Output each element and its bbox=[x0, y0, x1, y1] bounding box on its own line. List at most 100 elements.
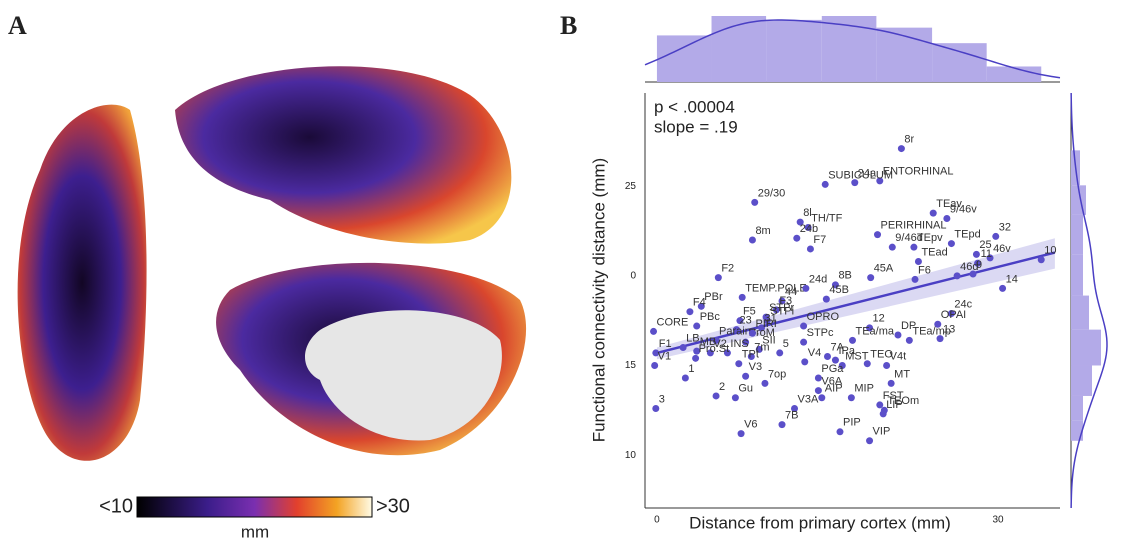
point-label: OPAI bbox=[941, 309, 966, 321]
point bbox=[992, 232, 1000, 240]
point bbox=[712, 336, 720, 344]
point-label: 25 bbox=[979, 239, 991, 251]
point bbox=[800, 322, 808, 330]
point bbox=[914, 258, 922, 266]
point-label: 46v bbox=[993, 243, 1011, 255]
point-label: 1 bbox=[688, 363, 694, 375]
point-label: 2 bbox=[719, 381, 725, 393]
point bbox=[772, 306, 780, 314]
point-label: TEav bbox=[936, 198, 962, 210]
point bbox=[731, 394, 739, 402]
point bbox=[755, 345, 763, 353]
point-label: MB bbox=[700, 336, 717, 348]
point bbox=[972, 250, 980, 258]
point-label: LIP bbox=[886, 399, 903, 411]
point-label: 24d bbox=[809, 273, 827, 285]
colorbar-unit: mm bbox=[241, 522, 269, 541]
medial-wall bbox=[305, 310, 502, 441]
colorbar-max: >30 bbox=[376, 495, 410, 517]
point-label: SII bbox=[762, 334, 775, 346]
point-label: F1 bbox=[659, 338, 672, 350]
point bbox=[849, 336, 856, 344]
point-label: PIP bbox=[843, 417, 861, 429]
point-label: 24b bbox=[800, 223, 818, 235]
point-label: Gu bbox=[738, 383, 753, 395]
point bbox=[801, 358, 809, 366]
point bbox=[712, 392, 720, 400]
point bbox=[806, 245, 814, 253]
point-label: 8r bbox=[904, 133, 914, 145]
point-label: V4 bbox=[808, 347, 821, 359]
point bbox=[953, 272, 961, 280]
point-label: TPt bbox=[742, 349, 759, 361]
y-tick-label: 10 bbox=[625, 450, 637, 461]
point bbox=[693, 347, 701, 355]
hist-bar bbox=[821, 16, 877, 82]
point bbox=[851, 179, 859, 187]
point bbox=[804, 223, 812, 231]
point bbox=[748, 236, 756, 244]
point bbox=[818, 394, 826, 402]
point-label: TH/TF bbox=[811, 212, 842, 224]
point-label: PBc bbox=[700, 311, 721, 323]
point-label: 5 bbox=[783, 338, 789, 350]
point-label: VIP bbox=[873, 426, 891, 438]
annotation: p < .00004 bbox=[654, 97, 735, 116]
point-label: 9/46d bbox=[895, 232, 923, 244]
y-tick-label: 0 bbox=[630, 270, 636, 281]
point bbox=[736, 317, 744, 325]
point-label: SUBICULUM bbox=[828, 169, 893, 181]
point-label: FST bbox=[883, 390, 904, 402]
point-label: 45A bbox=[874, 263, 894, 275]
point-label: OPRO bbox=[807, 311, 840, 323]
point-label: 31 bbox=[765, 313, 777, 325]
point-label: 7A bbox=[830, 341, 844, 353]
hist-bar bbox=[1071, 329, 1101, 366]
hist-bar bbox=[1071, 295, 1089, 330]
point-label: 7m bbox=[754, 341, 769, 353]
point bbox=[778, 421, 786, 429]
point bbox=[879, 410, 887, 418]
point bbox=[874, 231, 882, 239]
point-label: MIP bbox=[854, 383, 874, 395]
point-label: V2 bbox=[713, 338, 726, 350]
point-label: V6 bbox=[744, 419, 757, 431]
point-label: TEO bbox=[870, 349, 893, 361]
point bbox=[650, 327, 658, 335]
point bbox=[831, 281, 839, 289]
hist-bar bbox=[1071, 254, 1083, 296]
hist-bar bbox=[986, 66, 1042, 82]
point-label: CORE bbox=[657, 316, 689, 328]
point bbox=[791, 405, 799, 413]
point bbox=[796, 218, 804, 226]
point-label: 46d bbox=[960, 261, 978, 273]
hist-bar bbox=[1071, 420, 1083, 441]
point-label: PGa bbox=[821, 363, 844, 375]
point bbox=[714, 274, 722, 282]
point bbox=[876, 401, 884, 409]
point bbox=[761, 379, 769, 387]
point bbox=[679, 344, 687, 352]
point bbox=[692, 354, 700, 362]
point-label: LB bbox=[686, 332, 699, 344]
point-label: F5 bbox=[743, 306, 756, 318]
point-label: IPa bbox=[838, 345, 855, 357]
point bbox=[735, 360, 743, 368]
point bbox=[748, 329, 756, 337]
point-label: F4 bbox=[693, 297, 706, 309]
point bbox=[867, 274, 875, 282]
point bbox=[800, 338, 808, 346]
point-label: PIRI bbox=[755, 318, 776, 330]
point-label: STPi bbox=[770, 306, 794, 318]
point bbox=[1037, 256, 1045, 264]
point bbox=[866, 437, 874, 445]
hist-bar bbox=[1071, 395, 1083, 421]
panel-label: A bbox=[8, 11, 27, 40]
point bbox=[866, 324, 874, 332]
point-label: 8l bbox=[803, 207, 812, 219]
point bbox=[814, 387, 822, 395]
point bbox=[747, 353, 755, 361]
x-tick-label: 0 bbox=[654, 515, 660, 526]
point-label: 14 bbox=[1006, 273, 1018, 285]
hist-bar bbox=[656, 35, 712, 82]
